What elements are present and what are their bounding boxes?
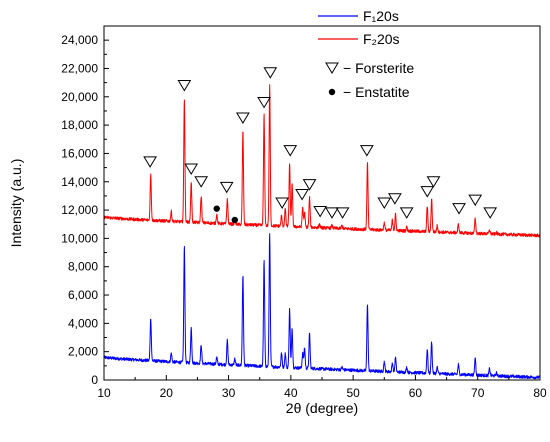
forsterite-marker-6 — [236, 112, 250, 125]
x-tick-label-60: 60 — [409, 386, 423, 400]
forsterite-marker-14 — [325, 207, 339, 219]
forsterite-marker-13 — [313, 205, 328, 218]
x-tick-label-70: 70 — [471, 386, 485, 400]
forsterite-marker-18 — [387, 193, 402, 205]
y-tick-label-8000: 8,000 — [68, 260, 98, 274]
forsterite-marker-24 — [483, 207, 498, 219]
x-tick-label-10: 10 — [97, 386, 111, 400]
y-tick-label-2000: 2,000 — [68, 345, 98, 359]
x-tick-label-50: 50 — [346, 386, 360, 400]
forsterite-marker-4 — [194, 176, 209, 188]
legend-label-f1: F₁20s — [363, 8, 399, 24]
forsterite-marker-9 — [275, 197, 290, 209]
forsterite-marker-7 — [257, 96, 271, 109]
legend-label-enstatite: − Enstatite — [343, 84, 410, 100]
forsterite-marker-20 — [420, 186, 435, 198]
x-axis-title: 2θ (degree) — [286, 400, 358, 416]
y-tick-label-20000: 20,000 — [61, 90, 98, 104]
forsterite-marker-23 — [468, 194, 483, 207]
forsterite-marker-19 — [399, 207, 414, 219]
y-tick-label-0: 0 — [91, 373, 98, 387]
enstatite-marker-1 — [213, 205, 220, 212]
y-tick-label-14000: 14,000 — [61, 175, 98, 189]
forsterite-marker-8 — [263, 67, 278, 79]
y-tick-label-18000: 18,000 — [61, 118, 98, 132]
axes: 10 20 30 40 50 60 70 80 0 2,000 4,000 6,000 8,000 10,… — [8, 25, 547, 416]
legend-label-forsterite: − Forsterite — [343, 60, 414, 76]
y-tick-label-10000: 10,000 — [61, 231, 98, 245]
plot-area — [103, 67, 541, 380]
forsterite-marker-21 — [426, 176, 441, 188]
forsterite-marker-11 — [295, 189, 309, 201]
enstatite-marker-2 — [231, 216, 238, 224]
legend-enstatite-dot-icon — [328, 88, 336, 96]
forsterite-marker-3 — [184, 163, 199, 175]
x-tick-label-80: 80 — [533, 386, 547, 400]
forsterite-marker-12 — [302, 179, 317, 191]
y-tick-label-4000: 4,000 — [68, 316, 98, 330]
series-line-2 — [103, 84, 541, 238]
forsterite-marker-2 — [177, 79, 192, 92]
forsterite-marker-5 — [219, 181, 234, 194]
forsterite-marker-10 — [283, 145, 298, 157]
x-tick-label-40: 40 — [284, 386, 298, 400]
y-axis-title: Intensity (a.u.) — [8, 159, 24, 248]
forsterite-marker-17 — [377, 197, 392, 209]
plot-frame — [103, 25, 541, 381]
y-tick-label-24000: 24,000 — [61, 33, 98, 47]
y-tick-label-12000: 12,000 — [61, 203, 98, 217]
forsterite-marker-15 — [335, 207, 350, 219]
y-tick-label-6000: 6,000 — [68, 288, 98, 302]
forsterite-marker-1 — [143, 156, 157, 168]
forsterite-marker-16 — [359, 145, 374, 157]
legend-forsterite-triangle-icon — [325, 62, 339, 74]
x-tick-label-20: 20 — [160, 386, 174, 400]
y-tick-label-16000: 16,000 — [61, 146, 98, 160]
legend: F₁20s F₂20s − Forsterite − Enstatite — [318, 8, 414, 100]
y-tick-label-22000: 22,000 — [61, 61, 98, 75]
series-line-1 — [103, 233, 541, 380]
x-tick-label-30: 30 — [222, 386, 236, 400]
forsterite-marker-22 — [452, 203, 466, 215]
legend-label-f2: F₂20s — [363, 31, 400, 47]
